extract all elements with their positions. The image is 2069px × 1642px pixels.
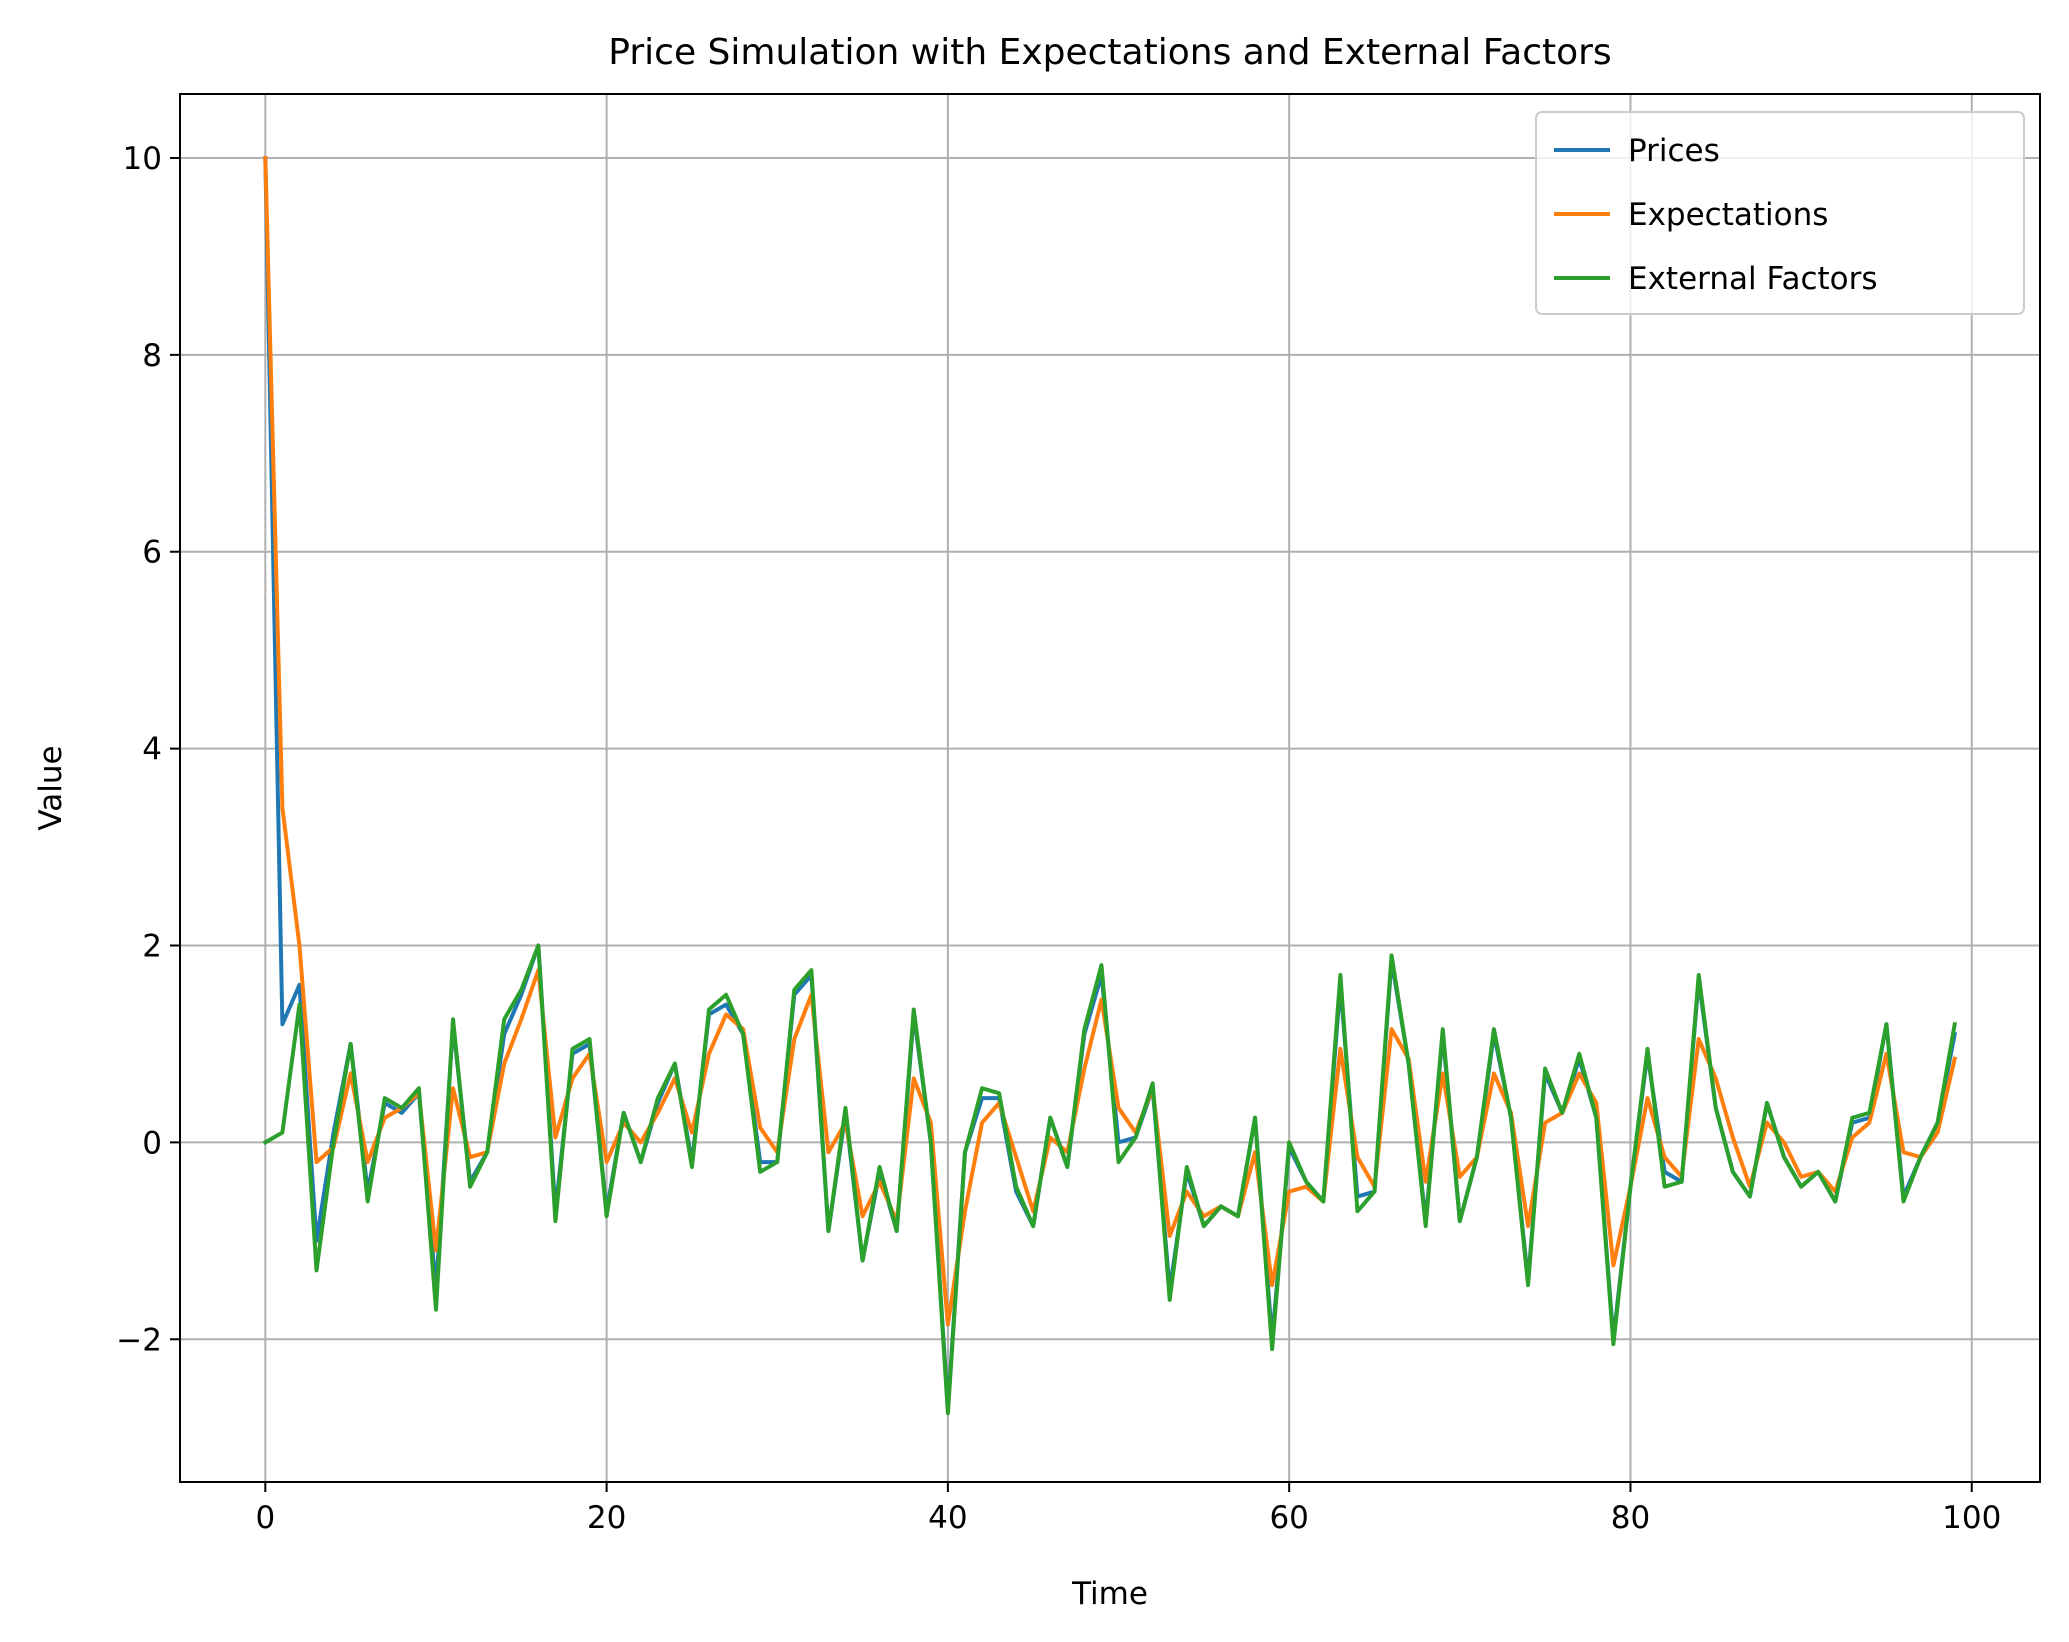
x-axis-label: Time (1071, 1576, 1148, 1612)
legend-label: Expectations (1628, 197, 1828, 233)
legend-box (1535, 111, 2025, 315)
axis-ticks: 0 20 40 60 80 100 −2 0 2 4 6 8 10 (116, 141, 2001, 1536)
x-tick-label: 100 (1942, 1500, 2001, 1536)
x-tick-label: 80 (1611, 1500, 1650, 1536)
legend-label: Prices (1628, 133, 1720, 169)
x-tick-label: 40 (928, 1500, 967, 1536)
legend: Prices Expectations External Factors (1535, 111, 2025, 315)
y-tick-label: 4 (142, 732, 162, 768)
x-tick-label: 20 (587, 1500, 626, 1536)
y-tick-label: −2 (116, 1322, 162, 1358)
y-tick-label: 6 (142, 535, 162, 571)
y-tick-label: 2 (142, 929, 162, 965)
y-tick-label: 0 (142, 1125, 162, 1161)
chart-title: Price Simulation with Expectations and E… (608, 32, 1611, 73)
series-line-external-factors (262, 943, 1957, 1416)
y-tick-label: 10 (123, 141, 162, 177)
y-axis-label: Value (33, 745, 69, 830)
x-tick-label: 60 (1269, 1500, 1308, 1536)
y-tick-label: 8 (142, 338, 162, 374)
x-tick-label: 0 (255, 1500, 275, 1536)
axes-frame (179, 93, 2041, 1483)
series-lines (262, 155, 1958, 1416)
legend-label: External Factors (1628, 261, 1878, 297)
